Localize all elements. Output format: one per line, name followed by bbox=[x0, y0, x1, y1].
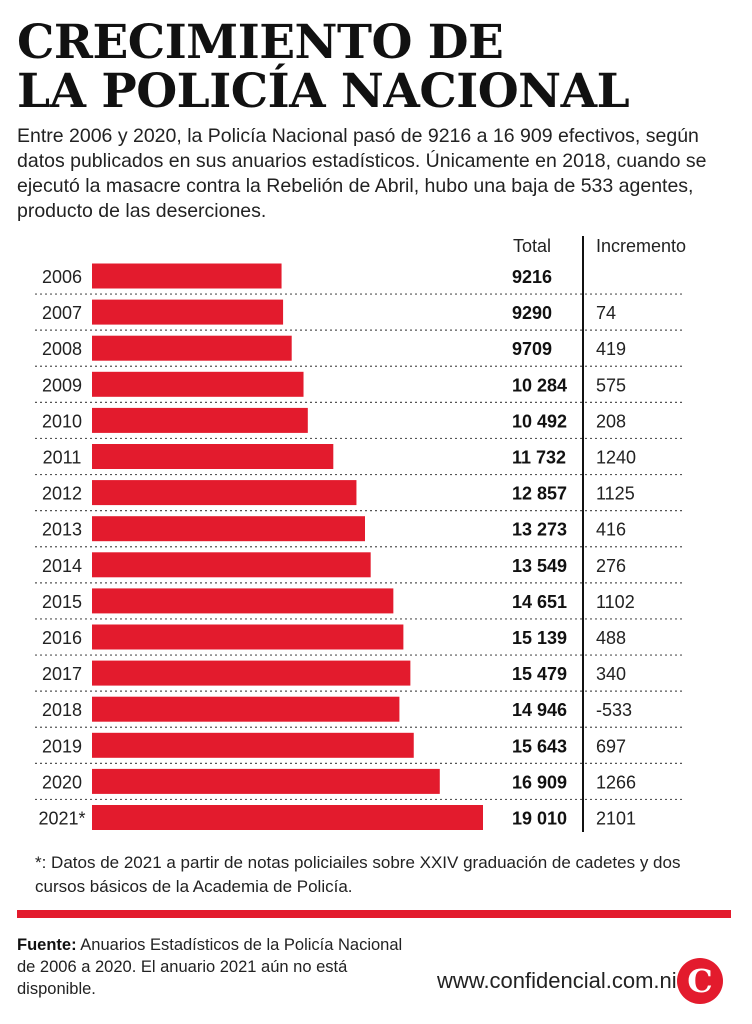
increment-value: -533 bbox=[596, 700, 632, 720]
bar bbox=[92, 516, 366, 542]
increment-value: 1102 bbox=[596, 592, 635, 612]
footnote: *: Datos de 2021 a partir de notas polic… bbox=[35, 853, 681, 896]
website-link[interactable]: www.confidencial.com.ni bbox=[437, 968, 677, 993]
column-header-total: Total bbox=[513, 236, 552, 256]
bar-chart: 2006 9216 2007 9290 74 2008 9709 419 2009 10 284 5… bbox=[35, 236, 682, 832]
total-value: 11 732 bbox=[512, 448, 566, 468]
total-value: 12 857 bbox=[512, 484, 567, 504]
total-value: 15 479 bbox=[512, 664, 567, 684]
total-value: 14 946 bbox=[512, 700, 567, 720]
increment-value: 74 bbox=[596, 303, 616, 323]
increment-value: 340 bbox=[596, 664, 626, 684]
total-value: 15 139 bbox=[512, 628, 567, 648]
source-text: Anuarios Estadísticos de la Policía Naci… bbox=[17, 936, 403, 998]
increment-value: 697 bbox=[596, 736, 626, 756]
bar bbox=[92, 732, 414, 758]
year-label: 2009 bbox=[42, 375, 82, 395]
total-value: 19 010 bbox=[512, 809, 567, 829]
year-label: 2010 bbox=[42, 411, 82, 431]
bar bbox=[92, 696, 400, 722]
divider-rule bbox=[17, 910, 731, 918]
year-label: 2015 bbox=[42, 592, 82, 612]
total-value: 16 909 bbox=[512, 772, 567, 792]
year-label: 2018 bbox=[42, 700, 82, 720]
total-value: 14 651 bbox=[512, 592, 567, 612]
source-note: Fuente: Anuarios Estadísticos de la Poli… bbox=[17, 934, 417, 1000]
total-value: 9709 bbox=[512, 339, 552, 359]
column-header-increment: Incremento bbox=[596, 236, 687, 256]
total-value: 13 273 bbox=[512, 520, 567, 540]
source-label: Fuente: bbox=[17, 936, 77, 954]
bar bbox=[92, 660, 411, 686]
increment-value: 208 bbox=[596, 411, 626, 431]
bar bbox=[92, 263, 282, 289]
confidencial-logo-icon: C bbox=[677, 958, 723, 1004]
increment-value: 1240 bbox=[596, 448, 636, 468]
total-value: 10 284 bbox=[512, 375, 567, 395]
bar bbox=[92, 335, 292, 361]
increment-value: 2101 bbox=[596, 809, 636, 829]
bar bbox=[92, 552, 371, 578]
year-label: 2006 bbox=[42, 267, 82, 287]
bar bbox=[92, 444, 334, 469]
increment-value: 575 bbox=[596, 375, 626, 395]
total-value: 10 492 bbox=[512, 411, 567, 431]
total-value: 9290 bbox=[512, 303, 552, 323]
year-label: 2016 bbox=[42, 628, 82, 648]
year-label: 2011 bbox=[43, 448, 82, 468]
increment-value: 1266 bbox=[596, 772, 636, 792]
title-line-2: LA POLICÍA NACIONAL bbox=[17, 64, 630, 119]
increment-value: 488 bbox=[596, 628, 626, 648]
bar bbox=[92, 588, 394, 614]
total-value: 15 643 bbox=[512, 736, 567, 756]
increment-value: 419 bbox=[596, 339, 626, 359]
title-line-1: CRECIMIENTO DE bbox=[17, 15, 504, 70]
bar bbox=[92, 407, 308, 433]
bar bbox=[92, 768, 440, 794]
bar bbox=[92, 624, 404, 650]
year-label: 2020 bbox=[42, 772, 82, 792]
intro-paragraph: Entre 2006 y 2020, la Policía Nacional p… bbox=[17, 125, 707, 222]
bar bbox=[92, 805, 483, 830]
increment-value: 416 bbox=[596, 520, 626, 540]
year-label: 2014 bbox=[42, 556, 82, 576]
increment-value: 276 bbox=[596, 556, 626, 576]
total-value: 13 549 bbox=[512, 556, 567, 576]
year-label: 2008 bbox=[42, 339, 82, 359]
bar bbox=[92, 299, 284, 325]
year-label: 2013 bbox=[42, 520, 82, 540]
bar bbox=[92, 371, 304, 397]
logo-letter: C bbox=[687, 962, 713, 1000]
increment-value: 1125 bbox=[596, 484, 635, 504]
year-label: 2019 bbox=[42, 736, 82, 756]
bar bbox=[92, 480, 357, 506]
year-label: 2007 bbox=[42, 303, 82, 323]
year-label: 2017 bbox=[42, 664, 82, 684]
year-label: 2021* bbox=[38, 809, 85, 829]
total-value: 9216 bbox=[512, 267, 552, 287]
year-label: 2012 bbox=[42, 484, 82, 504]
page-title: CRECIMIENTO DE LA POLICÍA NACIONAL bbox=[17, 15, 630, 119]
